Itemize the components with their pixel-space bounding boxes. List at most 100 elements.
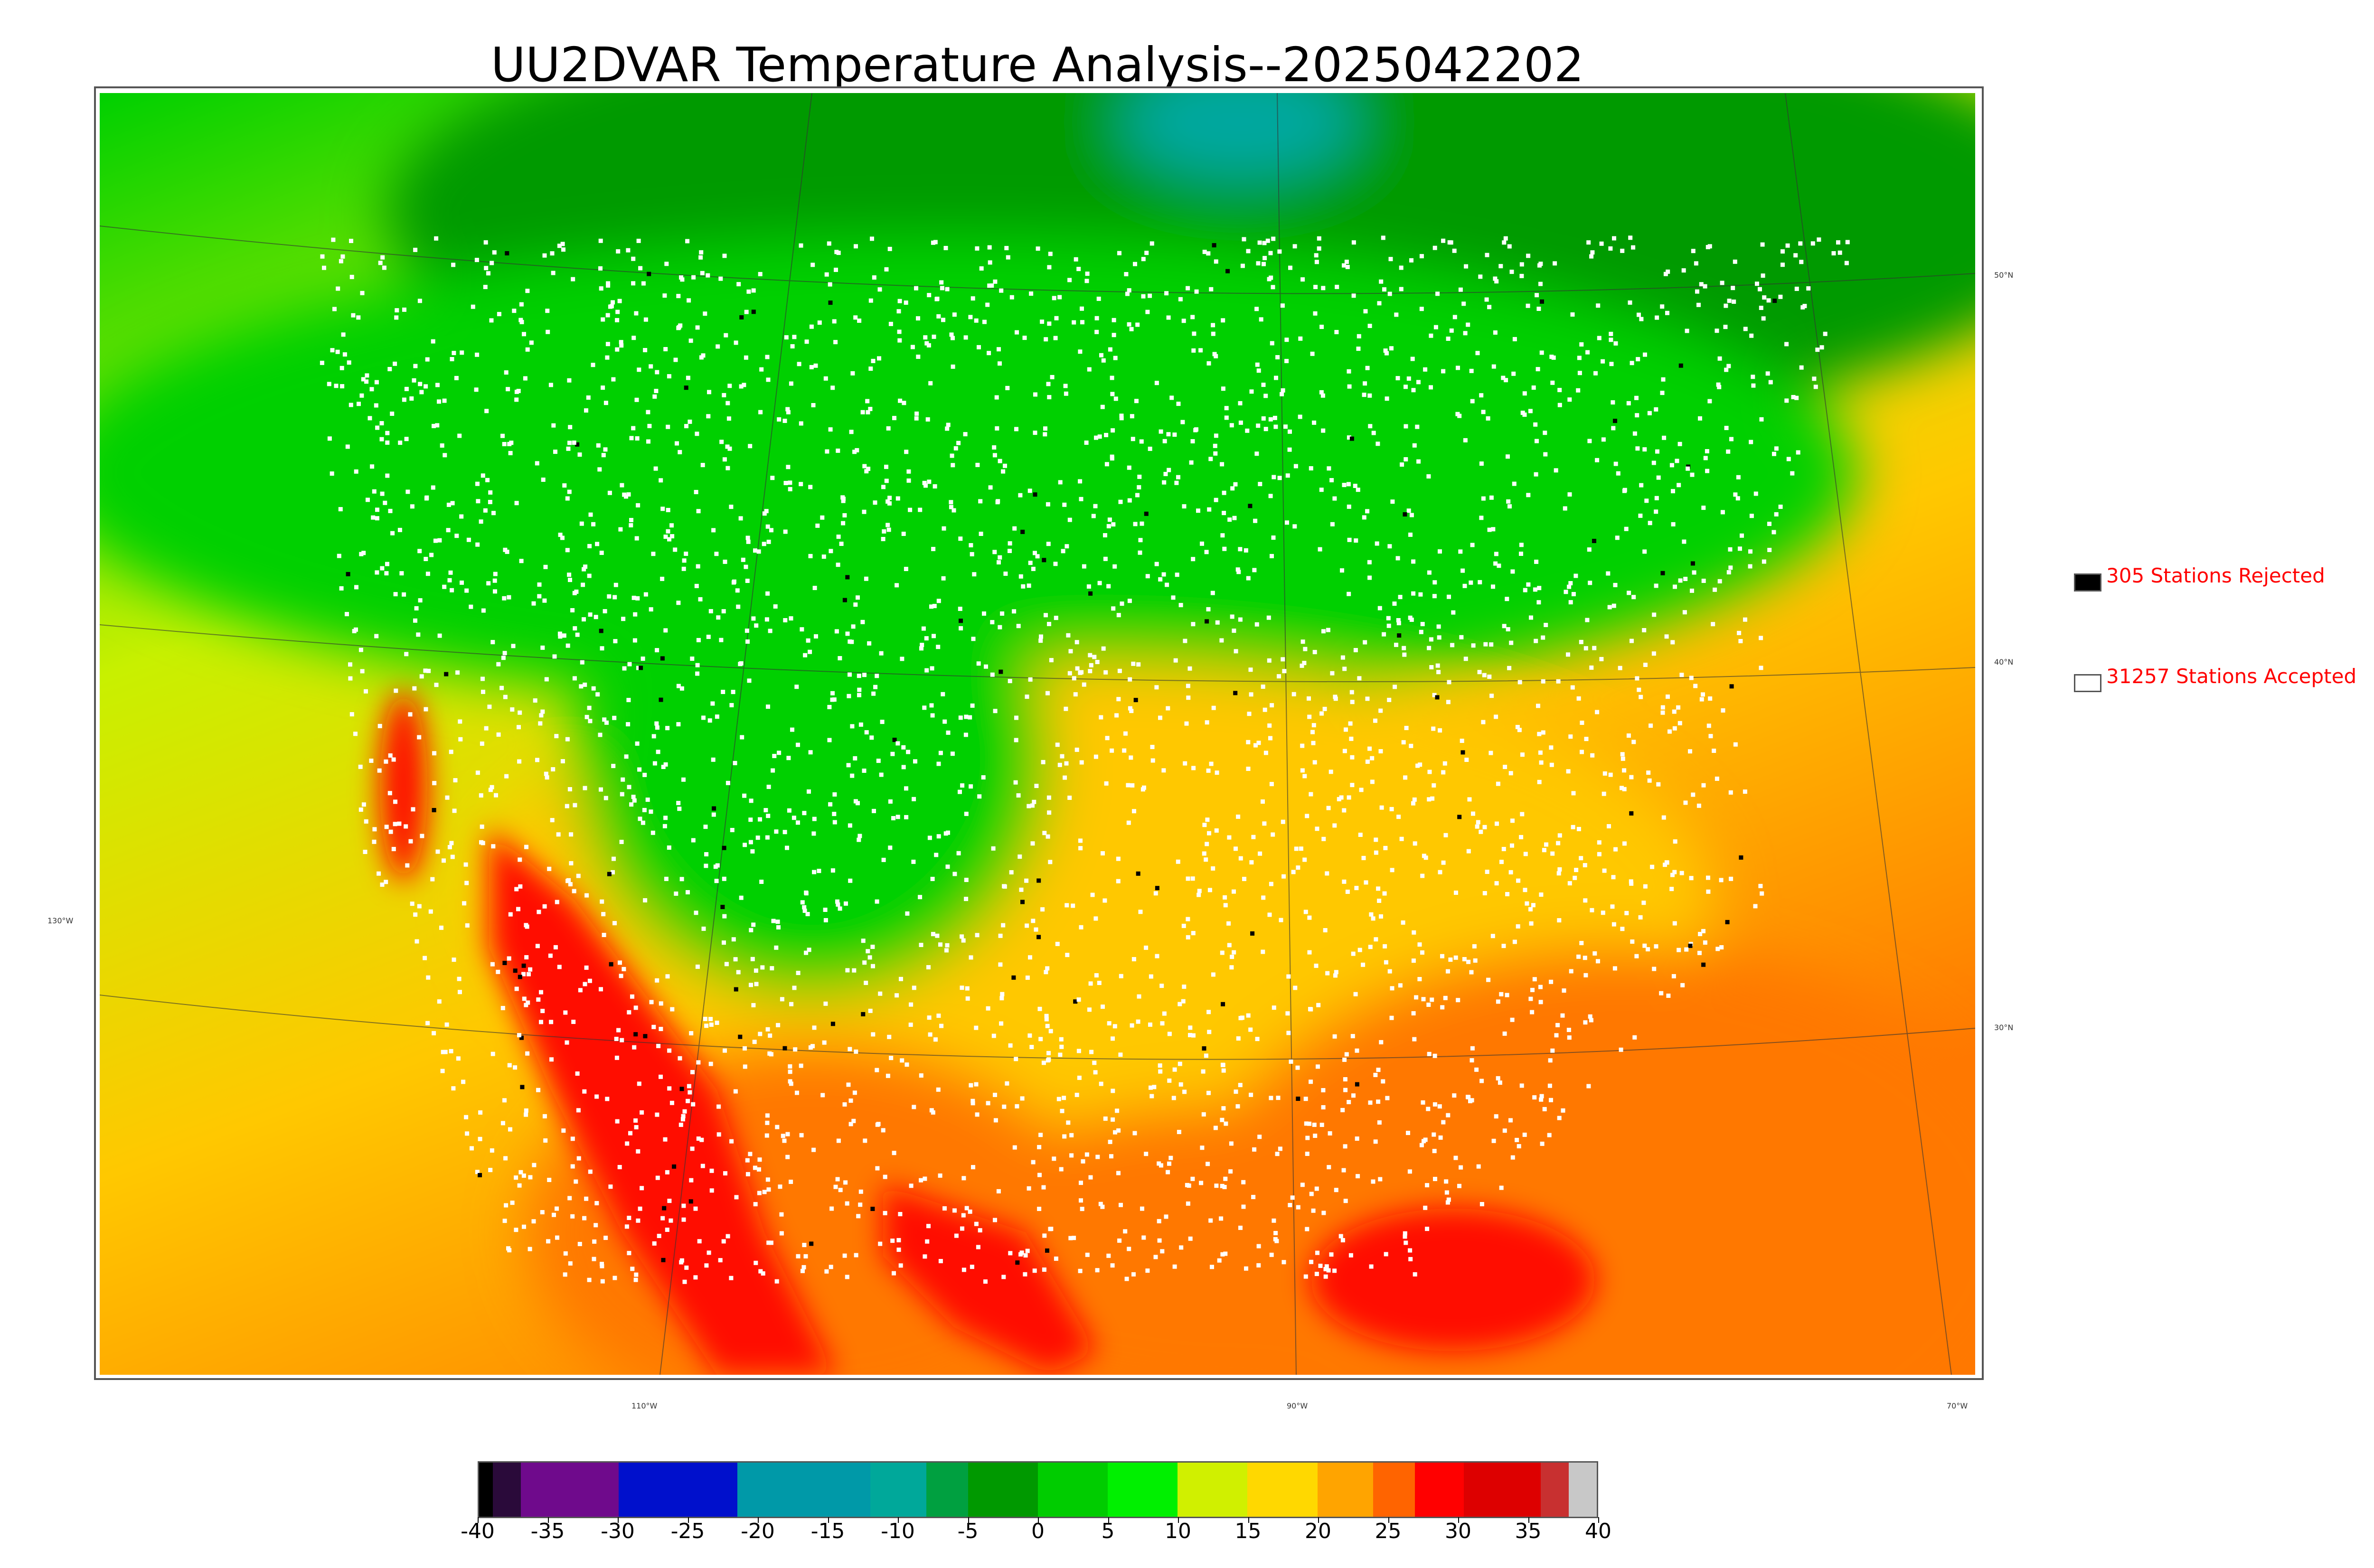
station-marker (1760, 891, 1764, 896)
station-marker (1466, 322, 1470, 327)
station-marker (633, 1005, 638, 1010)
station-marker (1044, 1014, 1049, 1018)
station-marker (1592, 646, 1597, 650)
station-marker (745, 535, 750, 540)
station-marker (699, 250, 704, 255)
station-marker (1457, 815, 1462, 819)
station-marker (848, 1099, 853, 1103)
station-marker (1184, 721, 1189, 726)
station-marker (1257, 1135, 1262, 1139)
station-marker (744, 355, 748, 360)
station-marker (1025, 695, 1029, 699)
station-marker (616, 1028, 621, 1033)
station-marker (1354, 538, 1358, 543)
station-marker (1063, 384, 1068, 388)
station-marker (1584, 737, 1589, 742)
station-marker (1505, 597, 1509, 601)
station-marker (881, 485, 886, 489)
station-marker (475, 352, 480, 357)
station-marker (766, 1240, 771, 1245)
station-marker (1254, 307, 1259, 311)
station-marker (751, 616, 756, 621)
station-marker (1509, 270, 1514, 274)
station-marker (1479, 393, 1484, 398)
station-marker (475, 481, 480, 486)
station-marker (652, 1241, 657, 1246)
station-marker (1778, 505, 1783, 509)
station-marker (1720, 510, 1725, 515)
station-marker (1247, 712, 1252, 716)
station-marker (1277, 249, 1282, 254)
station-marker (783, 618, 788, 622)
station-marker (1483, 642, 1488, 647)
station-marker (1689, 876, 1694, 881)
station-marker (1252, 568, 1257, 573)
station-marker (879, 651, 884, 656)
station-marker (394, 688, 398, 693)
station-marker (842, 1102, 847, 1107)
colorbar-tick-label: -5 (957, 1519, 979, 1543)
colorbar-segment (1317, 1463, 1374, 1517)
station-marker (545, 775, 549, 780)
station-marker (750, 849, 755, 854)
station-marker (721, 609, 726, 614)
station-marker (484, 409, 489, 413)
station-marker (1520, 752, 1525, 757)
station-marker (1637, 687, 1641, 692)
station-marker (901, 765, 906, 770)
station-marker (619, 340, 623, 345)
station-marker (1493, 330, 1498, 335)
station-marker (1441, 369, 1446, 374)
station-marker (1315, 826, 1319, 831)
station-marker (887, 246, 892, 251)
station-marker (974, 1082, 979, 1087)
station-marker (1065, 903, 1069, 908)
station-marker (641, 820, 645, 825)
station-marker (424, 707, 428, 712)
station-marker (827, 738, 832, 742)
station-marker (619, 343, 624, 348)
station-marker (1214, 498, 1218, 502)
colorbar-tick-label: 20 (1305, 1519, 1331, 1543)
station-marker (540, 1210, 545, 1214)
station-marker (1042, 558, 1046, 563)
station-marker (348, 662, 352, 667)
station-marker (500, 1121, 505, 1126)
station-marker (1649, 723, 1653, 728)
station-marker (1419, 254, 1424, 259)
station-marker (846, 763, 851, 768)
station-marker (703, 1016, 707, 1021)
station-marker (404, 437, 409, 441)
station-marker (1639, 317, 1644, 321)
lon-line-110 (659, 93, 812, 1375)
station-marker (670, 1007, 675, 1012)
station-marker (539, 990, 543, 995)
station-marker (789, 1180, 793, 1184)
station-marker (1502, 1128, 1507, 1133)
station-marker (1654, 496, 1659, 500)
station-marker (871, 358, 876, 363)
station-marker (1111, 606, 1116, 611)
station-marker (565, 804, 569, 808)
station-marker (1568, 734, 1573, 739)
station-marker (575, 442, 580, 447)
station-marker (1281, 874, 1286, 879)
station-marker (1028, 677, 1033, 682)
station-marker (330, 471, 334, 476)
station-marker (612, 856, 616, 861)
station-marker (1613, 341, 1618, 346)
station-marker (886, 527, 891, 532)
station-marker (620, 483, 624, 488)
station-marker (823, 1001, 828, 1006)
station-marker (799, 243, 803, 248)
temperature-map[interactable] (100, 93, 1975, 1375)
colorbar-tick (1318, 1517, 1319, 1523)
station-marker (1426, 1003, 1431, 1007)
station-marker (1327, 466, 1331, 471)
station-marker (637, 767, 642, 772)
station-marker (1222, 1185, 1227, 1189)
station-marker (1217, 1258, 1222, 1263)
station-marker (1213, 443, 1217, 448)
station-marker (1595, 710, 1600, 714)
station-marker (1347, 795, 1351, 800)
